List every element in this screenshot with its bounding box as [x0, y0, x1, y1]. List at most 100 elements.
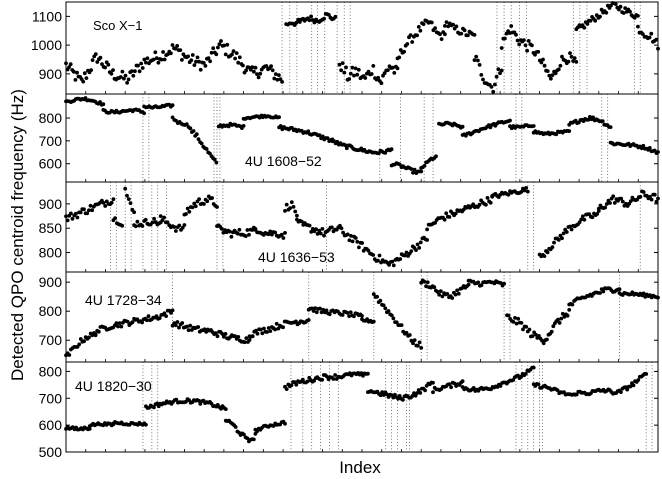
data-point: [283, 209, 287, 213]
data-point: [175, 44, 180, 48]
data-point: [460, 379, 465, 384]
data-point: [541, 341, 546, 346]
data-point: [513, 316, 517, 320]
data-point: [395, 66, 400, 71]
data-point: [245, 436, 250, 441]
data-point: [648, 194, 652, 199]
y-tick-label: 800: [39, 110, 63, 126]
data-point: [579, 217, 584, 222]
y-tick-label: 900: [39, 196, 63, 212]
data-points: [64, 365, 649, 444]
data-point: [145, 56, 150, 61]
data-point: [524, 324, 529, 329]
panel-4: 700 800 900 4U 1728−34: [39, 271, 660, 363]
data-point: [293, 209, 298, 214]
data-point: [77, 342, 82, 347]
data-point: [560, 54, 564, 59]
y-tick-label: 700: [39, 133, 63, 149]
data-point: [547, 73, 552, 78]
data-point: [415, 242, 420, 247]
data-point: [507, 31, 512, 35]
data-point: [462, 28, 467, 33]
data-point: [415, 33, 419, 38]
data-point: [109, 200, 114, 205]
data-point: [641, 32, 645, 36]
data-point: [582, 25, 587, 30]
data-point: [186, 328, 191, 333]
data-point: [103, 65, 107, 70]
data-point: [647, 146, 652, 150]
data-point: [567, 129, 572, 134]
data-point: [188, 323, 193, 328]
data-point: [217, 42, 222, 46]
data-point: [215, 205, 219, 209]
data-point: [619, 390, 623, 394]
data-point: [162, 215, 167, 220]
data-point: [288, 206, 292, 211]
data-point: [144, 60, 148, 65]
data-point: [654, 37, 659, 42]
data-point: [568, 51, 572, 55]
data-point: [85, 211, 90, 216]
data-point: [237, 227, 242, 232]
data-point: [178, 48, 183, 52]
data-point: [568, 224, 572, 229]
data-point: [410, 40, 415, 44]
data-point: [283, 231, 287, 235]
data-point: [437, 292, 442, 297]
data-point: [281, 236, 286, 240]
data-point: [445, 292, 450, 296]
data-point: [628, 9, 632, 14]
data-point: [221, 230, 226, 235]
data-point: [422, 163, 427, 168]
data-point: [636, 378, 641, 382]
data-point: [283, 421, 287, 426]
data-point: [416, 25, 421, 29]
data-point: [488, 200, 493, 205]
data-point: [511, 320, 516, 324]
data-point: [431, 390, 435, 395]
data-point: [456, 291, 461, 296]
data-point: [156, 60, 161, 65]
data-point: [84, 76, 89, 80]
data-point: [153, 50, 158, 55]
data-point: [347, 314, 351, 318]
data-point: [202, 202, 206, 206]
data-point: [444, 20, 449, 24]
data-point: [636, 24, 640, 29]
data-point: [554, 132, 559, 137]
data-point: [313, 306, 318, 310]
data-point: [210, 196, 215, 200]
data-point: [399, 323, 404, 327]
data-point: [128, 201, 133, 206]
data-point: [530, 334, 535, 338]
data-point: [73, 211, 78, 216]
data-point: [353, 236, 358, 240]
data-point: [75, 70, 79, 75]
panels: 900 1000 1100 Sco X−1 600 700 800 4U 1608−52 800…: [31, 1, 660, 460]
data-point: [172, 225, 177, 229]
data-point: [109, 71, 114, 76]
data-point: [155, 401, 160, 406]
data-point: [474, 54, 479, 59]
data-point: [453, 292, 458, 297]
data-point: [378, 298, 383, 303]
data-point: [380, 390, 385, 395]
data-point: [498, 71, 502, 76]
data-point: [333, 14, 338, 19]
data-point: [519, 321, 524, 325]
data-point: [343, 143, 348, 148]
data-point: [198, 67, 203, 72]
data-point: [485, 196, 490, 200]
data-point: [632, 15, 637, 20]
data-point: [466, 282, 471, 287]
data-point: [608, 125, 613, 129]
data-point: [170, 103, 175, 108]
data-point: [233, 425, 238, 429]
data-point: [278, 124, 283, 128]
data-point: [491, 89, 496, 94]
data-point: [391, 395, 396, 400]
data-point: [620, 199, 625, 204]
data-point: [142, 57, 147, 62]
data-point: [489, 85, 494, 89]
